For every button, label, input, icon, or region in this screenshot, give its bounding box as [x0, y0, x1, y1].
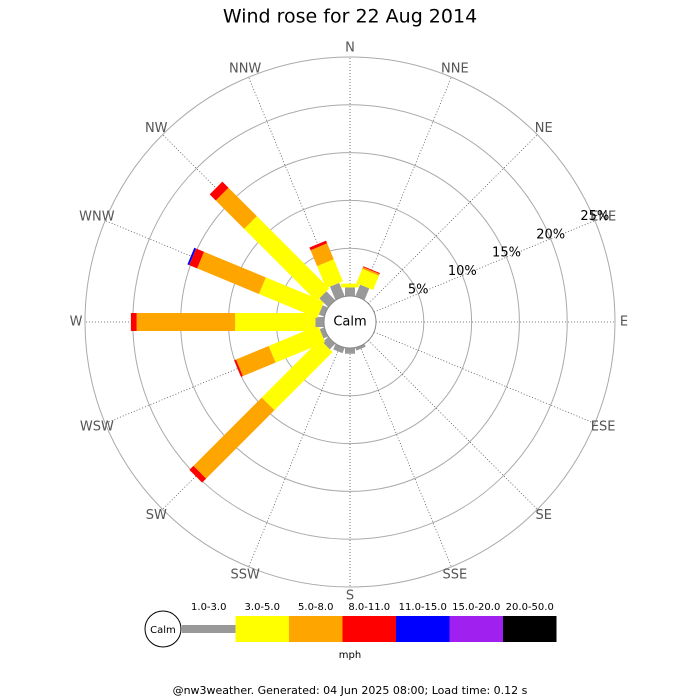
direction-bar	[341, 283, 359, 296]
bar-segment	[235, 345, 276, 377]
bar-segment	[319, 327, 328, 339]
direction-bar	[309, 240, 345, 300]
legend-swatch	[449, 616, 503, 642]
legend-label: 5.0-8.0	[298, 602, 333, 613]
direction-label: SSE	[442, 568, 467, 583]
bar-segment	[362, 266, 380, 275]
legend-calm	[144, 610, 182, 648]
bar-segment	[234, 359, 243, 377]
bar-segment	[356, 268, 379, 290]
bar-segment	[130, 313, 137, 331]
direction-label: S	[346, 589, 354, 604]
direction-bar	[333, 344, 345, 354]
legend-label: 3.0-5.0	[245, 602, 280, 613]
legend-label: 11.0-15.0	[399, 602, 447, 613]
direction-label: ESE	[591, 419, 616, 434]
bar-segment	[193, 397, 275, 479]
spoke	[373, 220, 595, 313]
direction-label: SSW	[230, 568, 260, 583]
bar-segment	[189, 465, 207, 483]
bar-segment	[258, 277, 325, 319]
bar-segment	[322, 336, 336, 350]
bar-segment	[309, 240, 328, 251]
r-tick-label: 10%	[448, 264, 477, 279]
direction-label: N	[345, 41, 355, 56]
direction-label: ENE	[590, 210, 616, 225]
legend-swatch	[235, 616, 289, 642]
calm-circle	[323, 295, 377, 349]
direction-label: SW	[146, 508, 167, 523]
direction-label: NNE	[441, 61, 469, 76]
direction-bar	[355, 266, 380, 300]
direction-bar	[187, 247, 328, 319]
direction-label: NE	[535, 121, 553, 136]
bar-segment	[244, 216, 330, 302]
bar-segment	[209, 181, 229, 201]
bar-segment	[345, 287, 355, 296]
bar-segment	[235, 313, 316, 331]
direction-label: E	[620, 315, 628, 330]
spoke	[373, 331, 595, 424]
legend-calm-label: Calm	[150, 625, 176, 636]
bar-segment	[341, 283, 359, 288]
legend-label: 8.0-11.0	[348, 602, 390, 613]
legend-label: 1.0-3.0	[191, 602, 226, 613]
direction-bar	[345, 348, 355, 354]
direction-bar	[189, 336, 336, 483]
spoke	[368, 134, 538, 304]
direction-bar	[355, 344, 366, 351]
bar-segment	[317, 259, 343, 289]
legend-label: 15.0-20.0	[452, 602, 500, 613]
bar-segment	[355, 284, 370, 300]
legend-swatch	[182, 625, 236, 633]
bar-segment	[333, 344, 345, 354]
spoke	[248, 345, 341, 567]
direction-label: SE	[536, 508, 552, 523]
legend-swatch	[342, 616, 396, 642]
bar-segment	[197, 251, 266, 295]
bar-segment	[268, 325, 326, 363]
legend-unit: mph	[339, 650, 361, 661]
calm-label: Calm	[333, 315, 366, 330]
bar-segment	[215, 187, 257, 229]
bar-segment	[318, 305, 328, 317]
bar-segment	[261, 339, 333, 411]
direction-bar	[130, 313, 324, 331]
r-tick-label: 20%	[536, 227, 565, 242]
bar-segment	[136, 313, 236, 331]
spoke	[359, 77, 452, 299]
direction-label: NW	[145, 121, 168, 136]
bar-segment	[310, 243, 334, 267]
bar-segment	[355, 344, 366, 351]
chart-title: Wind rose for 22 Aug 2014	[223, 6, 477, 28]
bar-segment	[345, 348, 355, 354]
direction-bar	[209, 181, 336, 308]
bar-segment	[189, 248, 205, 269]
spoke	[368, 340, 538, 510]
spoke	[359, 345, 452, 567]
direction-label: WSW	[80, 419, 114, 434]
bar-segment	[329, 282, 345, 300]
legend-swatch	[396, 616, 450, 642]
bar-segment	[315, 317, 324, 327]
bar-segment	[362, 267, 380, 276]
legend-swatch	[289, 616, 343, 642]
bar-segment	[319, 291, 336, 308]
footer: @nw3weather. Generated: 04 Jun 2025 08:0…	[173, 684, 528, 697]
direction-label: W	[70, 315, 83, 330]
r-tick-label: 5%	[408, 282, 429, 297]
legend-swatch	[503, 616, 557, 642]
legend-label: 20.0-50.0	[506, 602, 554, 613]
r-tick-label: 25%	[580, 209, 609, 224]
r-tick-label: 15%	[492, 246, 521, 261]
direction-label: WNW	[79, 210, 115, 225]
direction-bar	[234, 325, 328, 377]
bar-segment	[187, 247, 197, 266]
grid-ring	[84, 56, 616, 588]
direction-label: NNW	[229, 61, 261, 76]
